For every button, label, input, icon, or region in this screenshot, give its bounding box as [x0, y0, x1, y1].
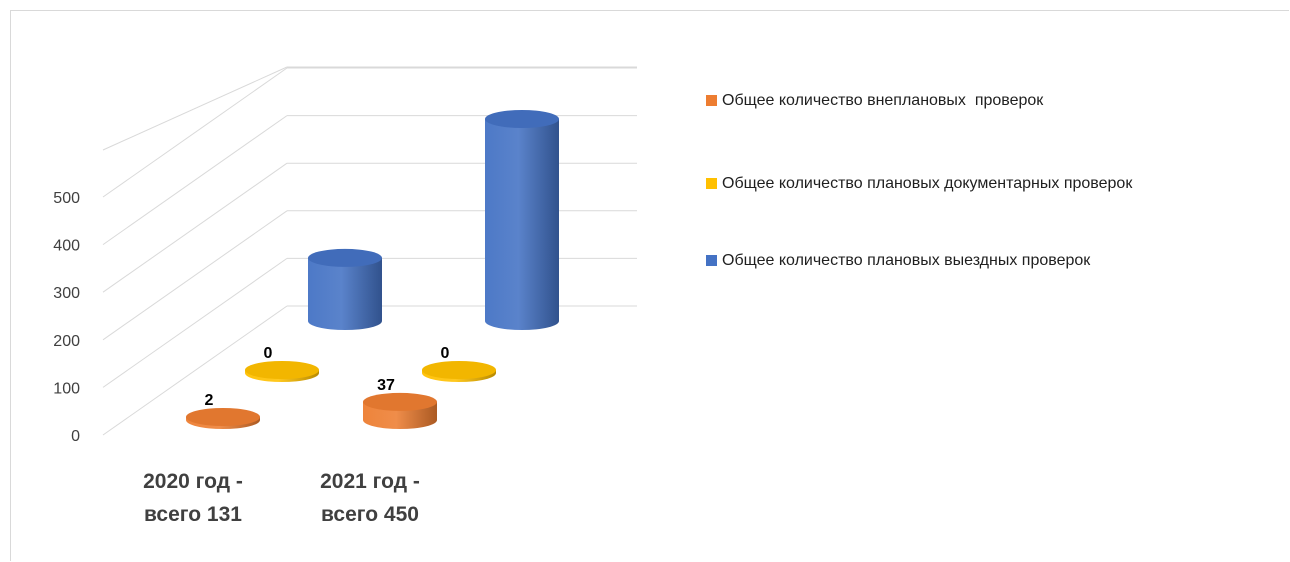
gridline-depth: [102, 67, 288, 198]
y-tick-label: 500: [53, 190, 80, 207]
bar-cylinder-top: [485, 110, 559, 128]
legend-item-planned-onsite: Общее количество плановых выездных прове…: [706, 249, 1186, 273]
gridline-depth: [102, 210, 288, 341]
data-label: 0: [441, 345, 450, 362]
y-tick-label: 100: [53, 380, 80, 397]
bar-cylinder-top: [363, 392, 437, 411]
legend-item-planned-documentary: Общее количество плановых документарных …: [706, 172, 1186, 196]
legend-label-planned-onsite: Общее количество плановых выездных прове…: [722, 252, 1091, 269]
chart-frame: [10, 10, 1289, 561]
y-tick-label: 200: [53, 333, 80, 350]
gridline-depth: [102, 115, 288, 246]
y-tick-label: 400: [53, 238, 80, 255]
gridline-depth: [102, 162, 288, 293]
bar-cylinder: [245, 361, 319, 382]
x-category-label: 2020 год -: [143, 470, 243, 493]
legend-item-unplanned: Общее количество внеплановых проверок: [706, 89, 1186, 113]
y-tick-label: 300: [53, 285, 80, 302]
bar-cylinder-body: [485, 119, 559, 330]
bar-cylinder-top: [422, 361, 496, 379]
legend-swatch-planned-documentary: [706, 178, 717, 189]
bar-cylinder-top: [186, 408, 260, 426]
x-category-label: всего 450: [321, 503, 419, 526]
legend-label-unplanned: Общее количество внеплановых проверок: [722, 92, 1044, 109]
bar-cylinder: [308, 248, 382, 330]
y-tick-label: 0: [71, 428, 80, 445]
bar-cylinder: [363, 392, 437, 429]
bar-cylinder: [422, 361, 496, 382]
data-label: 2: [205, 392, 214, 409]
data-label: 37: [377, 377, 395, 394]
x-category-label: 2021 год -: [320, 470, 420, 493]
legend-swatch-planned-onsite: [706, 255, 717, 266]
gridline-depth: [102, 66, 288, 151]
bar-cylinder: [186, 408, 260, 429]
x-category-label: всего 131: [144, 503, 242, 526]
legend-swatch-unplanned: [706, 95, 717, 106]
gridline-depth: [102, 257, 288, 388]
legend-label-planned-documentary: Общее количество плановых документарных …: [722, 175, 1133, 192]
data-label: 0: [264, 345, 273, 362]
bar-cylinder-top: [308, 248, 382, 267]
bar-cylinder-top: [245, 361, 319, 379]
bar-cylinder: [485, 110, 559, 330]
bar-cylinder-body: [308, 257, 382, 330]
gridline-depth: [102, 305, 288, 436]
